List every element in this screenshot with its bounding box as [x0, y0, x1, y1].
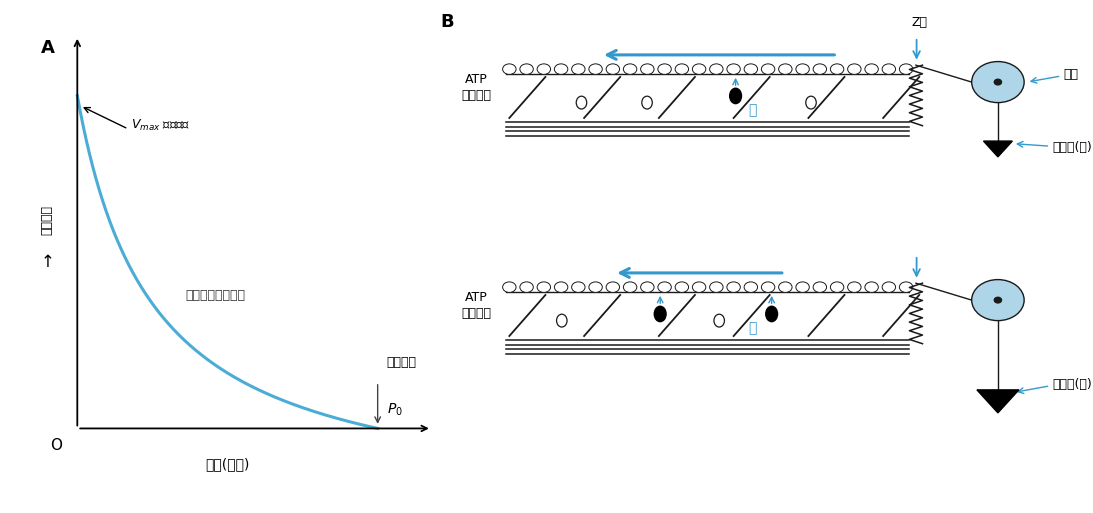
Text: ATP: ATP — [466, 73, 487, 86]
Ellipse shape — [556, 314, 567, 327]
Circle shape — [589, 64, 602, 74]
Text: Z盘: Z盘 — [912, 16, 927, 29]
Circle shape — [900, 64, 913, 74]
Ellipse shape — [714, 314, 725, 327]
Text: 慢: 慢 — [748, 321, 756, 336]
Text: A: A — [42, 39, 55, 57]
Circle shape — [813, 64, 826, 74]
Circle shape — [692, 64, 706, 74]
Circle shape — [623, 282, 637, 292]
Circle shape — [848, 282, 861, 292]
Circle shape — [972, 280, 1024, 321]
Text: 后负荷(小): 后负荷(小) — [1053, 141, 1092, 154]
Circle shape — [995, 79, 1001, 85]
Circle shape — [796, 64, 809, 74]
Text: O: O — [50, 438, 62, 452]
Text: $V_{max}$ 等张收缩: $V_{max}$ 等张收缩 — [131, 118, 190, 133]
Circle shape — [520, 64, 533, 74]
Ellipse shape — [730, 88, 741, 104]
Circle shape — [640, 64, 654, 74]
Circle shape — [900, 282, 913, 292]
Text: 缩短速度: 缩短速度 — [40, 206, 54, 235]
Text: 缓慢水解: 缓慢水解 — [461, 307, 492, 321]
Text: 负荷(张力): 负荷(张力) — [205, 457, 249, 471]
Circle shape — [692, 282, 706, 292]
Circle shape — [607, 64, 620, 74]
Circle shape — [882, 282, 895, 292]
Circle shape — [778, 282, 792, 292]
Circle shape — [762, 282, 775, 292]
Circle shape — [675, 282, 689, 292]
Text: 先等长后等张收缩: 先等长后等张收缩 — [186, 289, 246, 302]
Circle shape — [727, 64, 740, 74]
Circle shape — [658, 64, 671, 74]
Circle shape — [778, 64, 792, 74]
Circle shape — [640, 282, 654, 292]
Circle shape — [675, 64, 689, 74]
Circle shape — [744, 64, 757, 74]
Circle shape — [503, 282, 516, 292]
Circle shape — [537, 282, 551, 292]
Polygon shape — [984, 141, 1012, 157]
Text: ATP: ATP — [466, 291, 487, 304]
Circle shape — [813, 282, 826, 292]
Circle shape — [589, 282, 602, 292]
Circle shape — [865, 64, 879, 74]
Circle shape — [831, 282, 844, 292]
Circle shape — [607, 282, 620, 292]
Circle shape — [520, 282, 533, 292]
Circle shape — [623, 64, 637, 74]
Circle shape — [572, 282, 585, 292]
Circle shape — [537, 64, 551, 74]
Text: B: B — [440, 13, 454, 31]
Text: $P_0$: $P_0$ — [387, 402, 402, 418]
Text: ↑: ↑ — [40, 253, 55, 271]
Circle shape — [727, 282, 740, 292]
Circle shape — [709, 282, 724, 292]
Text: 快速水解: 快速水解 — [461, 89, 492, 103]
Circle shape — [554, 64, 567, 74]
Ellipse shape — [806, 96, 816, 109]
Circle shape — [972, 62, 1024, 103]
Circle shape — [709, 64, 724, 74]
Circle shape — [572, 64, 585, 74]
Ellipse shape — [642, 96, 653, 109]
Circle shape — [796, 282, 809, 292]
Ellipse shape — [766, 306, 777, 322]
Circle shape — [865, 282, 879, 292]
Ellipse shape — [576, 96, 587, 109]
Circle shape — [554, 282, 567, 292]
Circle shape — [995, 297, 1001, 303]
Text: 等长收缩: 等长收缩 — [387, 356, 416, 368]
Ellipse shape — [655, 306, 666, 322]
Text: 后负荷(大): 后负荷(大) — [1053, 378, 1092, 391]
Text: 滑轮: 滑轮 — [1063, 68, 1079, 81]
Text: 快: 快 — [748, 103, 756, 117]
Circle shape — [831, 64, 844, 74]
Circle shape — [503, 64, 516, 74]
Circle shape — [658, 282, 671, 292]
Circle shape — [762, 64, 775, 74]
Polygon shape — [977, 390, 1019, 413]
Circle shape — [848, 64, 861, 74]
Circle shape — [744, 282, 757, 292]
Circle shape — [882, 64, 895, 74]
